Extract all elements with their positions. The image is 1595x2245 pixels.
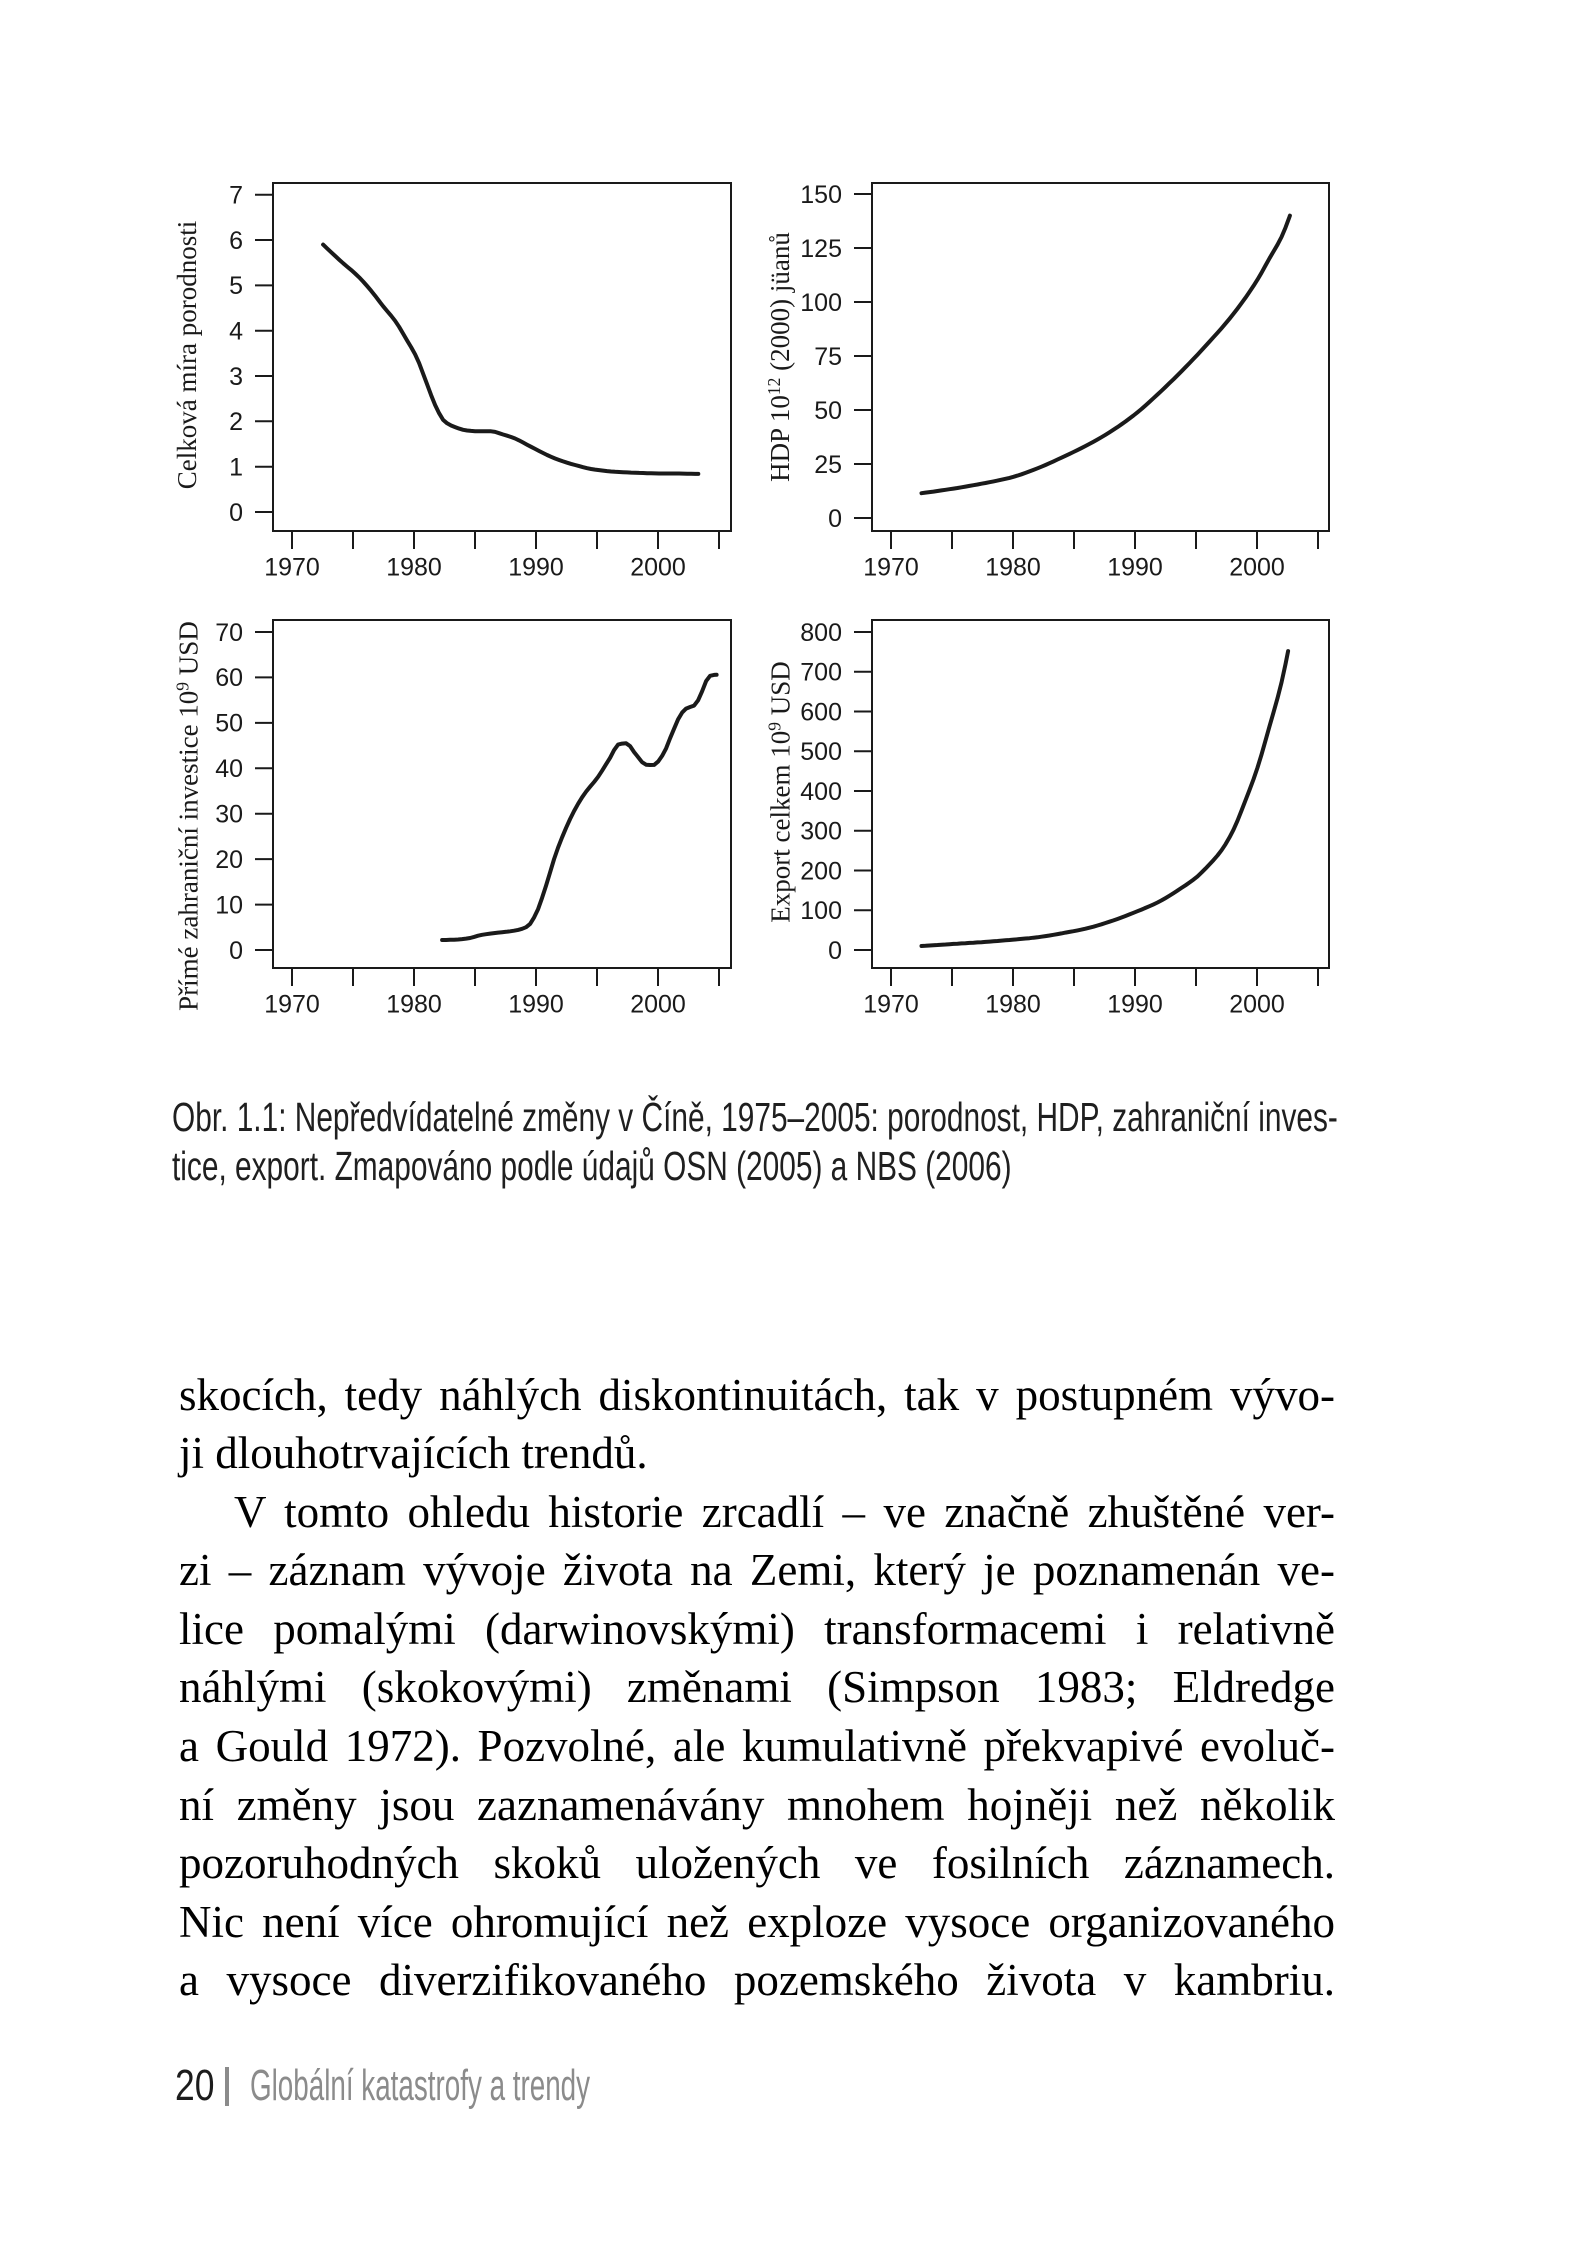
svg-text:300: 300: [800, 818, 842, 846]
svg-text:2000: 2000: [1229, 554, 1285, 582]
svg-text:Export celkem 109 USD: Export celkem 109 USD: [765, 661, 796, 922]
svg-text:5: 5: [229, 272, 243, 300]
svg-text:Přímé zahraniční investice 109: Přímé zahraniční investice 109 USD: [173, 621, 204, 1011]
svg-text:3: 3: [229, 363, 243, 391]
svg-text:1970: 1970: [863, 554, 919, 582]
svg-text:800: 800: [800, 619, 842, 647]
svg-text:1990: 1990: [1107, 991, 1163, 1019]
svg-text:1980: 1980: [985, 554, 1041, 582]
svg-text:0: 0: [828, 937, 842, 965]
svg-text:1970: 1970: [264, 554, 320, 582]
svg-text:1990: 1990: [1107, 554, 1163, 582]
svg-text:40: 40: [215, 755, 243, 783]
svg-text:200: 200: [800, 857, 842, 885]
svg-text:0: 0: [229, 937, 243, 965]
svg-text:1980: 1980: [386, 554, 442, 582]
svg-text:1970: 1970: [863, 991, 919, 1019]
svg-text:HDP 1012 (2000) jüanů: HDP 1012 (2000) jüanů: [764, 232, 795, 482]
svg-text:20: 20: [215, 846, 243, 874]
svg-text:100: 100: [800, 897, 842, 925]
svg-text:10: 10: [215, 891, 243, 919]
svg-text:2000: 2000: [1229, 991, 1285, 1019]
svg-text:600: 600: [800, 698, 842, 726]
svg-text:1980: 1980: [985, 991, 1041, 1019]
svg-text:150: 150: [800, 181, 842, 209]
svg-text:4: 4: [229, 318, 243, 346]
svg-text:75: 75: [814, 343, 842, 371]
svg-text:50: 50: [215, 710, 243, 738]
svg-text:Celková míra porodnosti: Celková míra porodnosti: [172, 221, 202, 489]
svg-text:30: 30: [215, 801, 243, 829]
svg-text:2: 2: [229, 408, 243, 436]
svg-text:125: 125: [800, 235, 842, 263]
svg-text:6: 6: [229, 227, 243, 255]
svg-text:50: 50: [814, 397, 842, 425]
svg-text:500: 500: [800, 738, 842, 766]
svg-text:0: 0: [229, 499, 243, 527]
svg-text:700: 700: [800, 659, 842, 687]
svg-text:1970: 1970: [264, 991, 320, 1019]
svg-text:7: 7: [229, 182, 243, 210]
svg-text:0: 0: [828, 505, 842, 533]
svg-text:1: 1: [229, 454, 243, 482]
svg-text:1980: 1980: [386, 991, 442, 1019]
svg-text:1990: 1990: [508, 554, 564, 582]
svg-text:60: 60: [215, 664, 243, 692]
svg-text:25: 25: [814, 451, 842, 479]
svg-text:1990: 1990: [508, 991, 564, 1019]
svg-text:2000: 2000: [630, 991, 686, 1019]
svg-text:400: 400: [800, 778, 842, 806]
svg-text:100: 100: [800, 289, 842, 317]
svg-text:70: 70: [215, 619, 243, 647]
svg-text:2000: 2000: [630, 554, 686, 582]
